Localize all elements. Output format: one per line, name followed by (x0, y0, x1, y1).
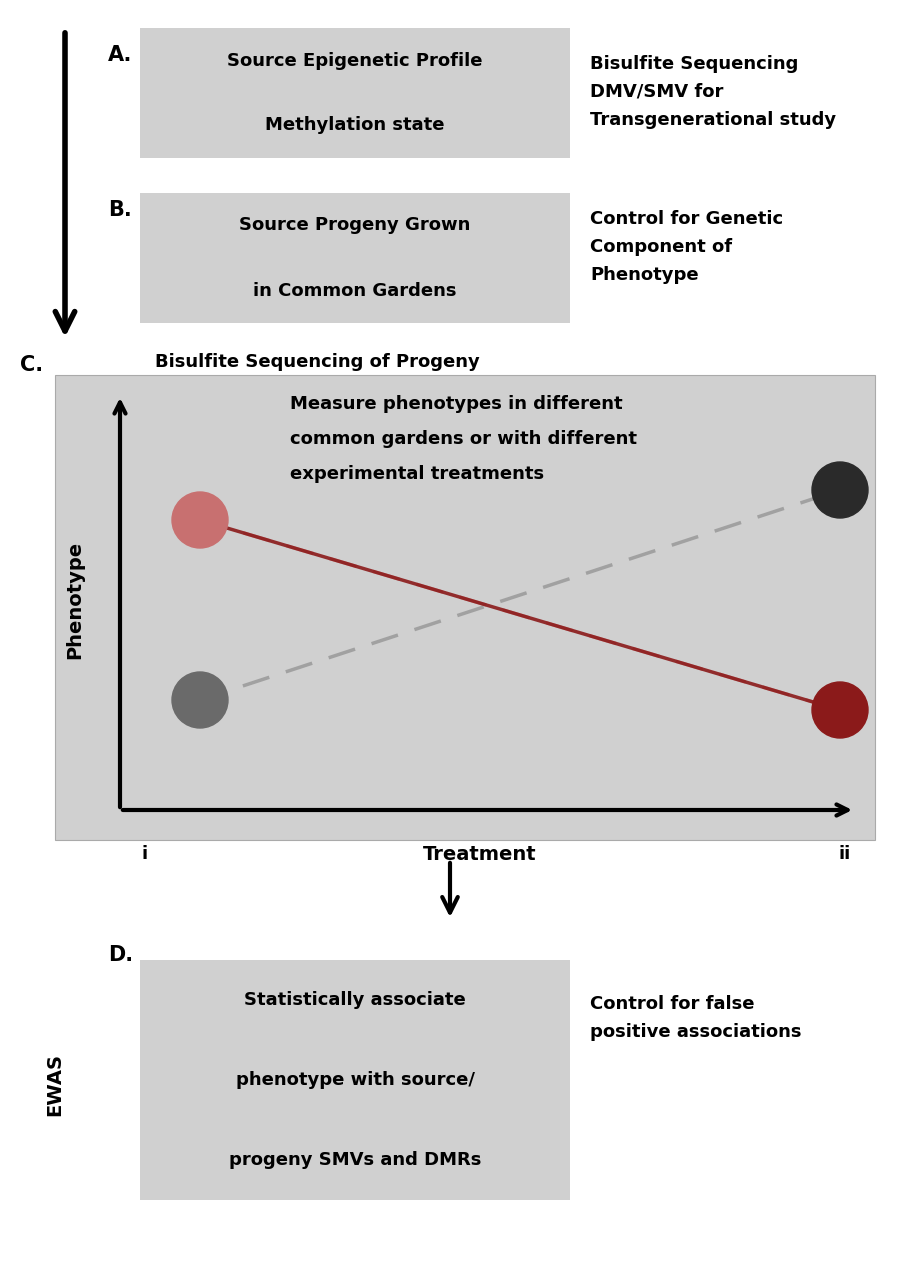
Text: B.: B. (108, 200, 131, 219)
Text: in Common Gardens: in Common Gardens (253, 281, 456, 300)
FancyBboxPatch shape (140, 193, 570, 323)
Text: Treatment: Treatment (423, 845, 536, 864)
Text: Methylation state: Methylation state (266, 116, 445, 135)
Text: Source Progeny Grown: Source Progeny Grown (239, 217, 471, 235)
Text: ii: ii (839, 845, 851, 863)
Text: Bisulfite Sequencing
DMV/SMV for
Transgenerational study: Bisulfite Sequencing DMV/SMV for Transge… (590, 55, 836, 129)
Text: i: i (142, 845, 148, 863)
Text: A.: A. (108, 45, 132, 66)
FancyBboxPatch shape (55, 375, 875, 840)
Text: phenotype with source/: phenotype with source/ (236, 1071, 474, 1090)
Text: Source Epigenetic Profile: Source Epigenetic Profile (227, 52, 482, 69)
Text: C.: C. (20, 356, 43, 375)
Text: Control for Genetic
Component of
Phenotype: Control for Genetic Component of Phenoty… (590, 211, 783, 284)
Text: EWAS: EWAS (46, 1053, 65, 1116)
FancyBboxPatch shape (140, 28, 570, 158)
Circle shape (172, 492, 228, 549)
Text: Control for false
positive associations: Control for false positive associations (590, 995, 802, 1040)
Circle shape (812, 462, 868, 518)
FancyBboxPatch shape (140, 960, 570, 1200)
Text: experimental treatments: experimental treatments (290, 465, 544, 483)
Text: Bisulfite Sequencing of Progeny: Bisulfite Sequencing of Progeny (155, 353, 480, 371)
Text: Phenotype: Phenotype (66, 541, 85, 660)
Text: common gardens or with different: common gardens or with different (290, 430, 637, 448)
Circle shape (812, 682, 868, 738)
Text: D.: D. (108, 944, 133, 965)
Text: progeny SMVs and DMRs: progeny SMVs and DMRs (229, 1151, 482, 1169)
Circle shape (172, 672, 228, 728)
Text: Statistically associate: Statistically associate (244, 991, 466, 1009)
Text: Measure phenotypes in different: Measure phenotypes in different (290, 395, 623, 414)
